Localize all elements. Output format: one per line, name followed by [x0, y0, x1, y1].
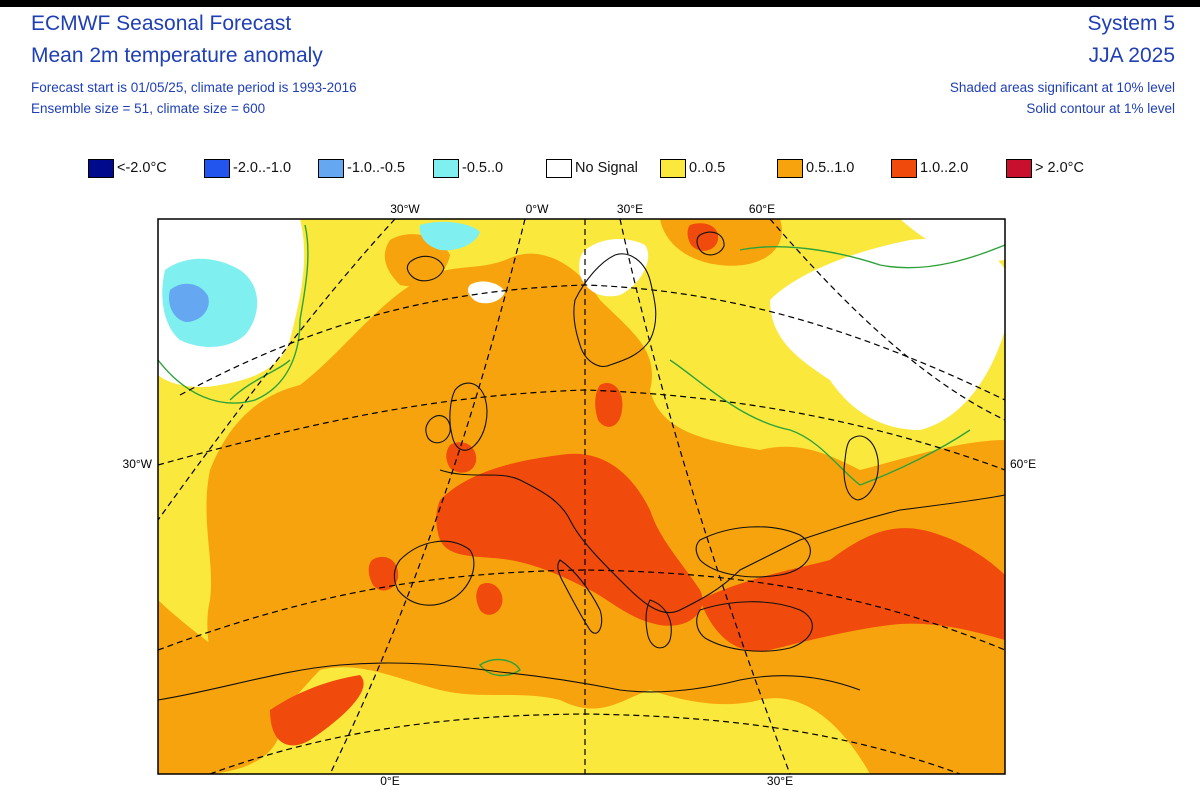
contour-north-africa	[478, 658, 521, 677]
legend-label: 0.5..1.0	[806, 160, 855, 176]
legend-label: -0.5..0	[462, 160, 504, 176]
legend-label: 1.0..2.0	[920, 160, 969, 176]
legend-item-minus-1-to-minus-0-5: -1.0..-0.5	[318, 157, 405, 179]
legend-swatch	[546, 158, 572, 178]
legend-swatch	[433, 158, 459, 178]
bottom-label-0e: 0°E	[380, 774, 399, 785]
top-label-30e: 30°E	[617, 202, 643, 216]
legend-swatch	[318, 158, 344, 178]
legend-swatch	[204, 158, 230, 178]
legend-swatch	[88, 158, 114, 178]
meridian-west-far	[158, 219, 396, 521]
meridian-west	[329, 219, 526, 774]
map-canvas: 30°W 0°W 30°E 60°E 30°W 60°E 0°E 30°E	[123, 202, 1037, 788]
strong-warm-central-europe	[436, 453, 703, 626]
left-label-30w: 30°W	[123, 457, 153, 471]
graticule	[158, 219, 1005, 774]
significance-1-label: Solid contour at 1% level	[1026, 101, 1175, 116]
coast-italy	[557, 559, 603, 634]
map-frame	[157, 218, 1006, 775]
no-signal-russia	[770, 239, 1005, 430]
parallel-north	[179, 284, 1005, 401]
coast-black-sea	[695, 526, 811, 578]
legend-item-0-5-to-1: 0.5..1.0	[777, 157, 854, 179]
ensemble-info: Ensemble size = 51, climate size = 600	[31, 101, 266, 116]
coast-continent	[439, 469, 1005, 614]
coast-north-africa	[158, 662, 861, 701]
anomaly-field	[158, 219, 1005, 774]
no-signal-scandinavia	[579, 238, 649, 297]
legend-item-minus-0-5-to-0: -0.5..0	[433, 157, 503, 179]
contour-russia	[739, 244, 1005, 269]
strong-warm-italy	[476, 582, 503, 615]
chart-subtitle: Mean 2m temperature anomaly	[31, 44, 323, 67]
system-label: System 5	[1087, 12, 1175, 35]
strong-warm-scandinavia	[687, 223, 719, 251]
coast-caspian	[843, 435, 879, 501]
coast-uk	[449, 382, 488, 451]
meridian-east-far	[769, 219, 1005, 421]
contour-west-russia	[669, 359, 971, 486]
top-border	[0, 0, 1200, 7]
strong-warm-north-africa	[270, 675, 364, 746]
legend-item-below-minus-2: <-2.0°C	[88, 157, 167, 179]
parallel-south	[158, 569, 1005, 651]
contour-atlantic	[229, 359, 291, 401]
legend-item-above-2: > 2.0°C	[1006, 157, 1084, 179]
coast-turkey	[696, 601, 813, 652]
legend-label: 0..0.5	[689, 160, 726, 176]
coast-greece	[645, 599, 672, 649]
top-label-60e: 60°E	[749, 202, 775, 216]
coast-iberia	[393, 540, 475, 606]
forecast-start-info: Forecast start is 01/05/25, climate peri…	[31, 80, 357, 95]
legend-item-0-to-0-5: 0..0.5	[660, 157, 725, 179]
legend-swatch	[777, 158, 803, 178]
legend-label: > 2.0°C	[1035, 160, 1084, 176]
contour-greenland	[158, 224, 309, 404]
legend-label: <-2.0°C	[117, 160, 167, 176]
moderate-cool-greenland	[168, 283, 209, 322]
legend-label: -1.0..-0.5	[347, 160, 406, 176]
coast-ireland	[425, 415, 451, 444]
cool-anomaly-north-atlantic	[419, 221, 480, 251]
strong-warm-black-sea	[700, 528, 1005, 652]
legend-swatch	[660, 158, 686, 178]
legend-swatch	[891, 158, 917, 178]
legend-swatch	[1006, 158, 1032, 178]
right-label-60e: 60°E	[1010, 457, 1036, 471]
coast-svalbard	[696, 231, 725, 256]
strong-warm-iberia	[368, 556, 399, 591]
season-label: JJA 2025	[1088, 44, 1175, 67]
legend-item-minus-2-to-minus-1: -2.0..-1.0	[204, 157, 291, 179]
top-label-0w: 0°W	[526, 202, 549, 216]
legend-label: -2.0..-1.0	[233, 160, 292, 176]
forecast-map: 30°W 0°W 30°E 60°E 30°W 60°E 0°E 30°E	[0, 195, 1200, 790]
cool-anomaly-greenland	[162, 258, 258, 347]
coast-iceland	[406, 255, 445, 282]
chart-title: ECMWF Seasonal Forecast	[31, 12, 292, 35]
coast-scandinavia	[573, 253, 657, 367]
strong-warm-baltic	[595, 382, 623, 427]
moderate-warm-africa	[158, 600, 281, 774]
no-signal-arctic	[900, 219, 1005, 261]
significance-10-label: Shaded areas significant at 10% level	[949, 80, 1175, 95]
top-label-30w: 30°W	[390, 202, 420, 216]
legend-item-no-signal: No Signal	[546, 157, 638, 179]
legend-item-1-to-2: 1.0..2.0	[891, 157, 968, 179]
significance-contour	[158, 224, 1005, 677]
coastlines	[158, 231, 1005, 701]
bottom-label-30e: 30°E	[767, 774, 793, 785]
legend-label: No Signal	[575, 160, 638, 176]
